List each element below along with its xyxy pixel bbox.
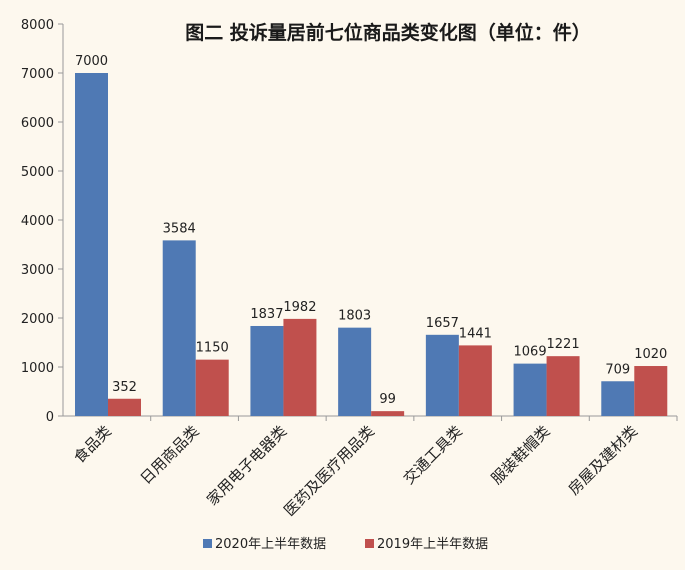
data-label: 7000 <box>75 54 108 69</box>
data-label: 709 <box>605 362 630 377</box>
legend-swatch <box>365 539 374 548</box>
category-label: 食品类 <box>70 422 115 467</box>
bars <box>75 73 668 416</box>
legend-label: 2019年上半年数据 <box>377 537 488 552</box>
bar-series-b <box>458 345 492 416</box>
bar-series-b <box>195 359 229 416</box>
data-label: 99 <box>379 392 396 407</box>
y-tick-label: 6000 <box>21 116 54 131</box>
bar-series-a <box>601 381 635 416</box>
bar-series-a <box>250 325 284 416</box>
data-label: 1221 <box>547 337 580 352</box>
data-label: 1982 <box>283 300 316 315</box>
y-tick-label: 0 <box>46 410 54 425</box>
category-label: 医药及医疗用品类 <box>280 422 378 520</box>
y-tick-label: 4000 <box>21 214 54 229</box>
bar-series-b <box>108 398 141 416</box>
legend-label: 2020年上半年数据 <box>215 537 326 552</box>
bar-series-b <box>371 411 405 416</box>
chart-title: 图二 投诉量居前七位商品类变化图（单位：件） <box>185 21 591 44</box>
bar-series-b <box>283 318 317 416</box>
bar-series-a <box>513 363 547 416</box>
axes: 0 1000 2000 3000 4000 5000 6000 7000 8000 <box>21 18 678 425</box>
data-label: 1069 <box>514 345 547 360</box>
category-label: 家用电子电器类 <box>203 422 290 509</box>
category-label: 日用商品类 <box>137 422 203 488</box>
legend: 2020年上半年数据 2019年上半年数据 <box>203 537 488 552</box>
category-label: 房屋及建材类 <box>565 422 641 498</box>
bar-series-a <box>162 240 196 416</box>
category-label: 服装鞋帽类 <box>488 422 554 488</box>
bar-series-a <box>75 73 108 416</box>
data-label: 1803 <box>338 309 371 324</box>
y-tick-label: 3000 <box>21 263 54 278</box>
data-label: 3584 <box>163 221 196 236</box>
bar-series-b <box>634 366 668 416</box>
data-label: 1837 <box>250 307 283 322</box>
data-label: 352 <box>112 380 137 395</box>
bar-series-a <box>425 334 459 416</box>
y-tick-label: 8000 <box>21 18 54 33</box>
y-tick-label: 1000 <box>21 361 54 376</box>
data-label: 1441 <box>459 326 492 341</box>
y-tick-label: 7000 <box>21 67 54 82</box>
y-tick-label: 2000 <box>21 312 54 327</box>
data-label: 1020 <box>634 347 667 362</box>
y-tick-label: 5000 <box>21 165 54 180</box>
data-label: 1150 <box>196 341 229 356</box>
category-label: 交通工具类 <box>400 422 466 488</box>
bar-series-b <box>546 356 580 416</box>
data-label: 1657 <box>426 316 459 331</box>
legend-swatch <box>203 539 212 548</box>
bar-series-a <box>338 327 372 416</box>
